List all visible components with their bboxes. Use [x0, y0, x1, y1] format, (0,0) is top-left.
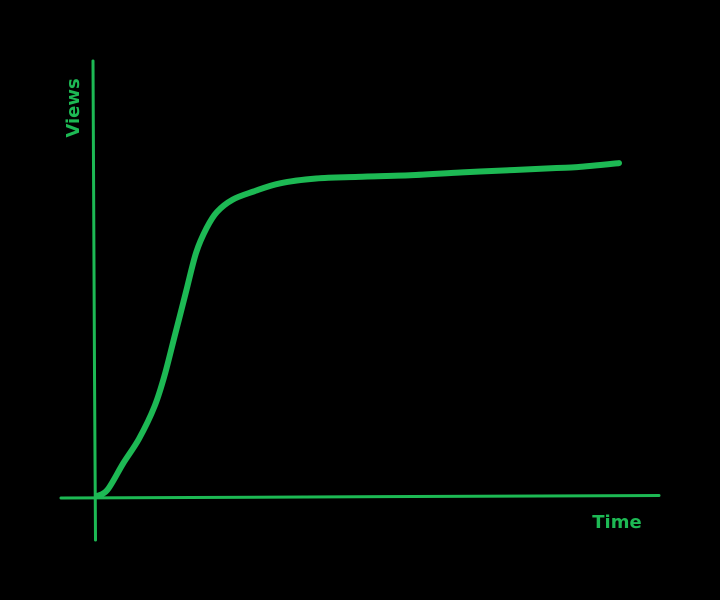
y-axis-label: Views	[63, 78, 84, 137]
x-axis-label: Time	[592, 512, 641, 533]
y-axis	[91, 59, 97, 542]
x-axis	[59, 494, 661, 500]
series-line	[94, 160, 622, 499]
